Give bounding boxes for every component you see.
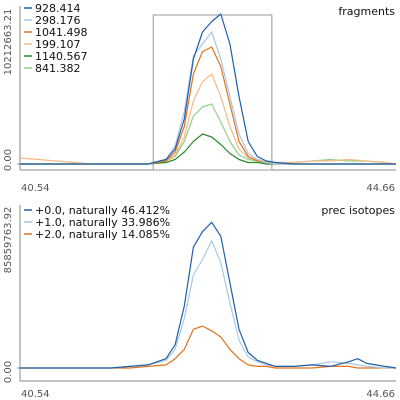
legend-entry-1: 928.414: [35, 2, 81, 15]
legend-entry-4: 199.107: [35, 38, 81, 51]
legend-entry-3: 1041.498: [35, 26, 88, 39]
chart-panel-2: 40.54 44.66 0.00 85859763.92 prec isotopes +0…: [3, 204, 397, 400]
chart-title: prec isotopes: [321, 204, 395, 217]
x-tick-label-start: 40.54: [21, 183, 50, 194]
series-line-3: [20, 325, 396, 369]
y-tick-label-max: 10212663.21: [3, 9, 14, 76]
series-line-4: [19, 73, 397, 165]
highlight-box: [152, 14, 273, 171]
legend-entry-6: 841.382: [35, 62, 81, 75]
series-line-1: [20, 221, 397, 369]
x-tick-label-end: 44.66: [366, 389, 395, 400]
chart-panel-1: 40.54 44.66 0.00 10212663.21 fragments 928.41…: [3, 2, 397, 194]
series-line-2: [20, 240, 396, 369]
legend-entry-2: 298.176: [35, 14, 81, 27]
series-line-5: [20, 133, 396, 165]
legend-entry-5: 1140.567: [35, 50, 88, 63]
chart-title: fragments: [338, 5, 395, 18]
legend-entry-1: +0.0, naturally 46.412%: [35, 204, 170, 217]
legend-entry-2: +1.0, naturally 33.986%: [35, 216, 170, 229]
y-tick-label-zero: 0.00: [3, 361, 14, 383]
legend-entry-3: +2.0, naturally 14.085%: [35, 228, 170, 241]
series-line-6: [20, 103, 397, 165]
y-tick-label-zero: 0.00: [3, 149, 14, 171]
x-tick-label-start: 40.54: [21, 389, 50, 400]
series-line-1: [20, 13, 396, 165]
legend: +0.0, naturally 46.412%+1.0, naturally 3…: [24, 204, 170, 241]
y-tick-label-max: 85859763.92: [3, 207, 14, 274]
x-tick-label-end: 44.66: [366, 183, 395, 194]
legend: 928.414298.1761041.498199.1071140.567841…: [24, 2, 88, 75]
